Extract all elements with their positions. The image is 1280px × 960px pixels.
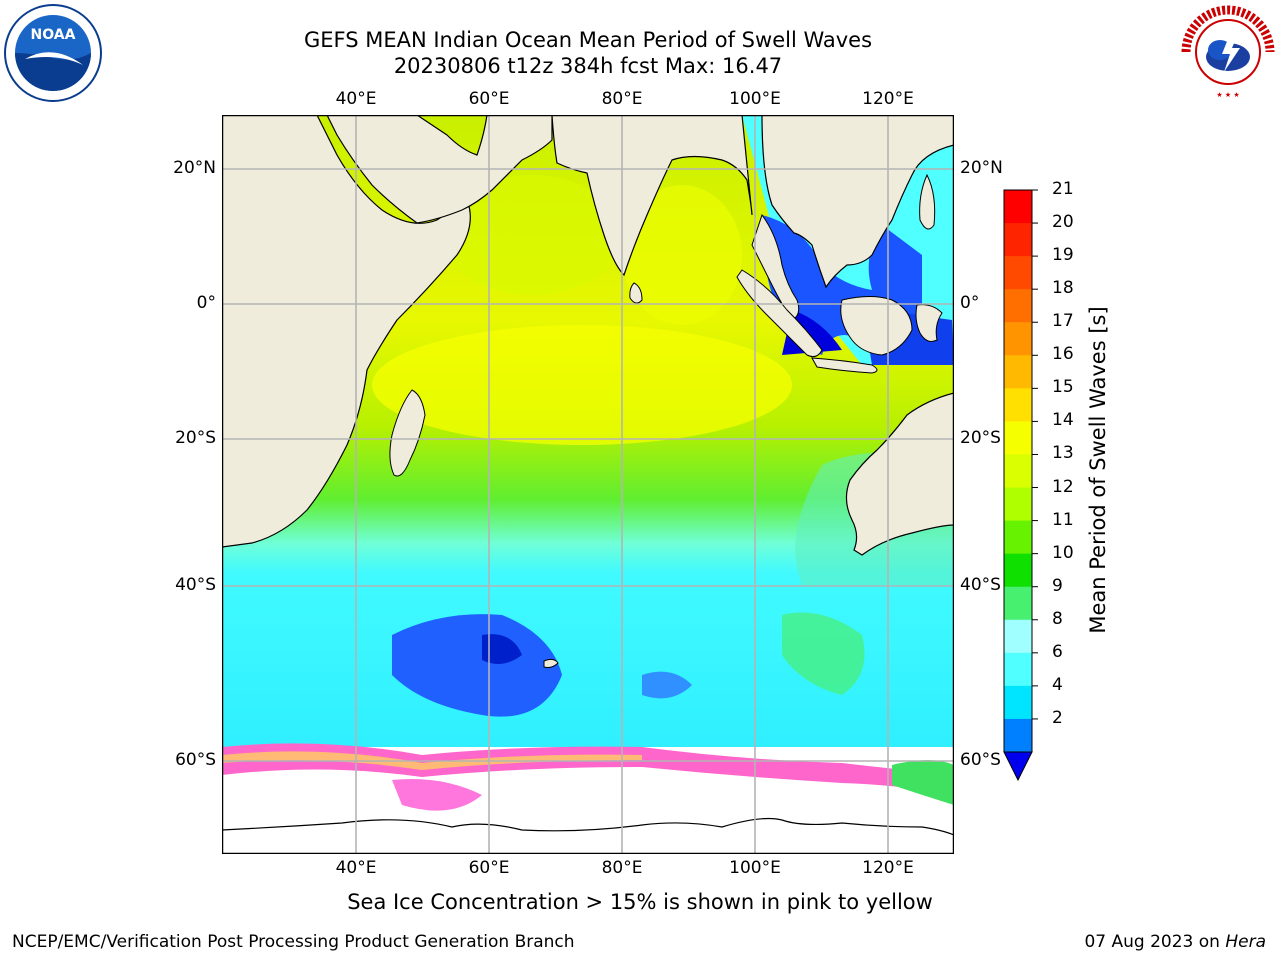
- colorbar-tick-label: 18: [1052, 278, 1074, 299]
- colorbar-tick-label: 15: [1052, 377, 1074, 398]
- colorbar-segment: [1004, 553, 1032, 588]
- lon-label-top-80e: 80°E: [601, 89, 643, 109]
- colorbar-tick-label: 20: [1052, 212, 1074, 233]
- colorbar-tick-label: 13: [1052, 443, 1074, 464]
- lon-label-top-120e: 120°E: [862, 89, 914, 109]
- lat-label-right-40s: 40°S: [960, 575, 1001, 595]
- colorbar-tick-label: 6: [1052, 641, 1063, 662]
- lat-label-right-20s: 20°S: [960, 428, 1001, 448]
- lon-label-bottom-40e: 40°E: [335, 858, 377, 878]
- colorbar: [1000, 185, 1080, 785]
- footer-date: 07 Aug 2023 on Hera: [1084, 932, 1266, 952]
- lon-label-bottom-120e: 120°E: [862, 858, 914, 878]
- colorbar-segment: [1004, 454, 1032, 489]
- colorbar-segment: [1004, 289, 1032, 323]
- colorbar-segment: [1004, 355, 1032, 389]
- sea-ice-edge: [222, 743, 954, 795]
- colorbar-segment: [1004, 190, 1032, 224]
- nws-logo: ★ ★ ★: [1181, 5, 1275, 99]
- noaa-logo: NOAA: [4, 4, 102, 102]
- lon-label-bottom-60e: 60°E: [468, 858, 510, 878]
- noaa-logo-text: NOAA: [31, 27, 76, 43]
- lat-label-left-20n: 20°N: [173, 158, 216, 178]
- max-period-region: [372, 325, 792, 445]
- colorbar-segment: [1004, 520, 1032, 555]
- map-grid: [222, 115, 954, 854]
- colorbar-segment: [1004, 223, 1032, 257]
- lat-label-left-40s: 40°S: [175, 575, 216, 595]
- footer-credit: NCEP/EMC/Verification Post Processing Pr…: [12, 932, 575, 952]
- footer-date-text: 07 Aug 2023 on: [1084, 932, 1226, 952]
- lon-label-top-40e: 40°E: [335, 89, 377, 109]
- lon-label-top-60e: 60°E: [468, 89, 510, 109]
- chart-subtitle: 20230806 t12z 384h fcst Max: 16.47: [393, 54, 783, 78]
- svg-text:★ ★ ★: ★ ★ ★: [1216, 91, 1239, 99]
- lat-label-left-0: 0°: [196, 293, 216, 313]
- colorbar-tick-label: 10: [1052, 542, 1074, 563]
- lon-label-bottom-80e: 80°E: [601, 858, 643, 878]
- colorbar-label: Mean Period of Swell Waves [s]: [1086, 306, 1110, 634]
- colorbar-segment: [1004, 487, 1032, 522]
- colorbar-segment: [1004, 685, 1032, 720]
- colorbar-segment: [1004, 322, 1032, 356]
- colorbar-tick-label: 11: [1052, 509, 1074, 530]
- colorbar-tick-label: 19: [1052, 245, 1074, 266]
- lat-label-right-20n: 20°N: [960, 158, 1003, 178]
- colorbar-tick-label: 17: [1052, 311, 1074, 332]
- colorbar-tick-label: 21: [1052, 179, 1074, 199]
- map-frame: [222, 115, 954, 854]
- colorbar-bar: [1003, 189, 1038, 782]
- se-asia-land: [761, 115, 954, 289]
- colorbar-segment: [1004, 718, 1032, 753]
- low-period-patch: [392, 614, 562, 717]
- colorbar-tick-label: 12: [1052, 476, 1074, 497]
- colorbar-tick-label: 8: [1052, 608, 1063, 629]
- colorbar-tick-label: 2: [1052, 707, 1063, 728]
- lon-label-bottom-100e: 100°E: [729, 858, 781, 878]
- sumatra-land: [736, 269, 823, 358]
- chart-title: GEFS MEAN Indian Ocean Mean Period of Sw…: [303, 28, 873, 52]
- australia-land: [845, 392, 954, 556]
- colorbar-segment: [1004, 586, 1032, 621]
- lat-label-left-60s: 60°S: [175, 750, 216, 770]
- lat-label-left-20s: 20°S: [175, 428, 216, 448]
- lat-label-right-60s: 60°S: [960, 750, 1001, 770]
- colorbar-tick-label: 16: [1052, 344, 1074, 365]
- lon-label-top-100e: 100°E: [729, 89, 781, 109]
- lat-label-right-0: 0°: [960, 293, 980, 313]
- madagascar-land: [389, 389, 426, 477]
- swell-period-map: [222, 115, 954, 854]
- colorbar-tick-label: 14: [1052, 410, 1074, 431]
- colorbar-tick-label: 4: [1052, 674, 1063, 695]
- sea-ice-note: Sea Ice Concentration > 15% is shown in …: [347, 890, 933, 914]
- colorbar-segment: [1004, 421, 1032, 455]
- colorbar-segment: [1004, 619, 1032, 654]
- colorbar-segment: [1004, 652, 1032, 687]
- colorbar-segment: [1004, 256, 1032, 290]
- colorbar-segment: [1004, 388, 1032, 422]
- colorbar-tick-label: 9: [1052, 575, 1063, 596]
- colorbar-extend-arrow: [1003, 751, 1033, 782]
- antarctica-coast: [222, 817, 954, 854]
- footer-machine: Hera: [1225, 932, 1266, 952]
